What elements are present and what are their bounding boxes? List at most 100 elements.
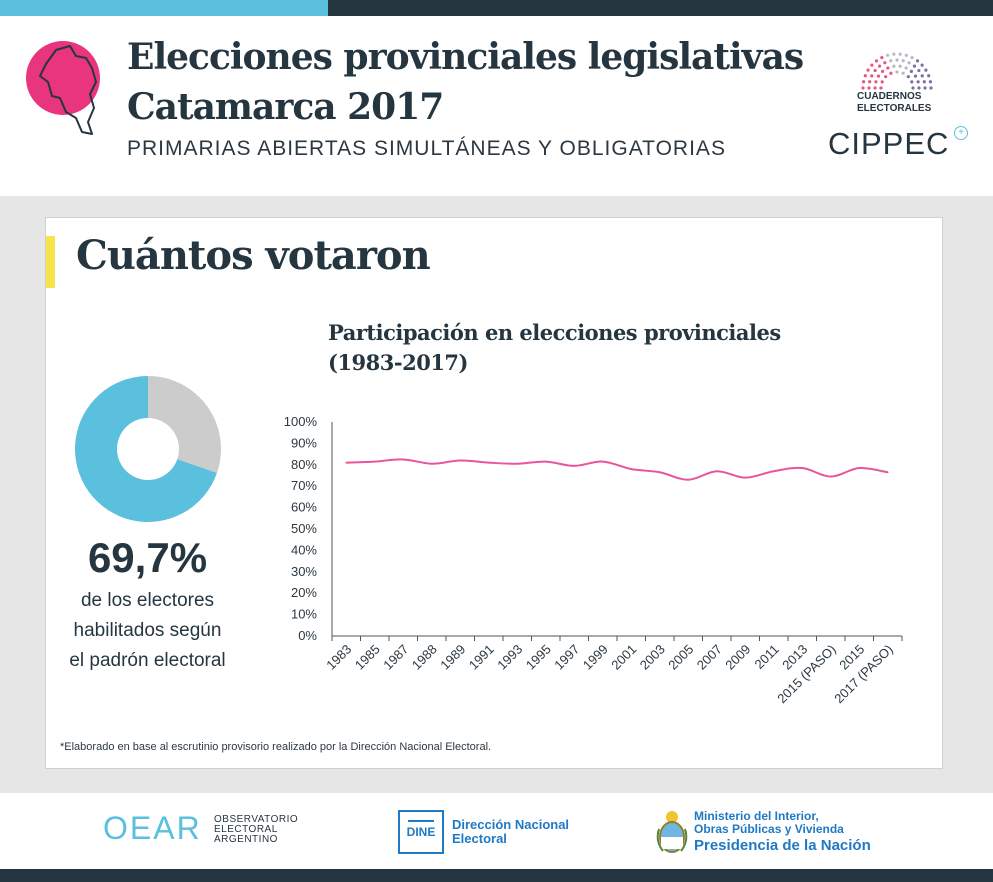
participation-donut-chart (75, 376, 222, 522)
oear-line3: ARGENTINO (214, 834, 278, 845)
dine-logo-text: DINE (406, 825, 436, 839)
data-point (772, 470, 775, 473)
dine-name: Dirección Nacional Electoral (452, 818, 569, 846)
parliament-seat (904, 53, 908, 57)
cuadernos-electorales-logo: CUADERNOS ELECTORALES (857, 91, 931, 115)
parliament-seat (916, 80, 920, 84)
donut-slice-votaron (75, 376, 217, 522)
y-tick-label: 60% (291, 500, 317, 515)
x-tick-label: 2003 (637, 642, 668, 673)
data-point (487, 461, 490, 464)
parliament-seat (886, 53, 890, 57)
page-title-line1: Elecciones provinciales legislativas (127, 36, 804, 78)
y-tick-label: 100% (284, 414, 318, 429)
data-point (459, 459, 462, 462)
parliament-seat (907, 61, 911, 65)
ministerio-text: Ministerio del Interior, Obras Públicas … (694, 810, 844, 836)
caption-line3: el padrón electoral (69, 650, 226, 671)
parliament-seat (889, 71, 893, 75)
data-point (829, 475, 832, 478)
parliament-seat (912, 64, 917, 68)
top-bar (328, 0, 993, 16)
parliament-seat (880, 80, 884, 84)
parliament-seat (929, 86, 933, 90)
oear-line2: ELECTORAL (214, 824, 278, 835)
caption-line2: habilitados según (73, 620, 222, 641)
data-point (658, 471, 661, 474)
donut-slice-no-votaron (148, 376, 222, 473)
parliament-seat (886, 66, 890, 70)
parliament-seat (910, 55, 914, 60)
parliament-seat (911, 86, 915, 90)
parliament-seat (883, 61, 887, 65)
y-tick-label: 40% (291, 542, 317, 557)
parliament-seat (901, 71, 905, 75)
top-bar-accent (0, 0, 328, 16)
parliament-seat (915, 59, 920, 63)
x-tick-label: 2001 (608, 642, 639, 673)
oear-line1: OBSERVATORIO (214, 814, 299, 825)
oear-text: OBSERVATORIO ELECTORAL ARGENTINO (214, 815, 298, 845)
parliament-seat (913, 74, 918, 78)
parliament-seat (870, 63, 874, 67)
parliament-seat (920, 74, 924, 78)
bottom-bar (0, 869, 993, 882)
data-point (886, 471, 889, 474)
parliament-seat (884, 75, 888, 79)
presidencia-text: Presidencia de la Nación (694, 837, 871, 854)
data-point (715, 470, 718, 473)
y-tick-label: 80% (291, 457, 317, 472)
parliament-seat (928, 80, 933, 84)
section-accent-bar (46, 236, 55, 288)
parliament-seat (924, 68, 928, 72)
data-point (373, 460, 376, 463)
x-tick-label: 2005 (665, 642, 696, 673)
parliament-seat (901, 59, 905, 63)
parliament-seat (867, 86, 871, 90)
x-tick-label: 2011 (751, 642, 781, 672)
chart-title-line1: Participación en elecciones provinciales (328, 320, 781, 345)
chart-title-line2: (1983-2017) (328, 350, 468, 375)
y-tick-label: 0% (298, 628, 317, 643)
parliament-seat (863, 74, 867, 78)
y-tick-label: 10% (291, 607, 317, 622)
y-tick-label: 70% (291, 478, 317, 493)
x-tick-label: 1987 (380, 642, 411, 673)
parliament-seat (906, 75, 910, 79)
parliament-seat (892, 52, 896, 56)
data-point (402, 458, 405, 461)
y-tick-label: 30% (291, 564, 317, 579)
parliament-seat (895, 70, 899, 74)
coat-of-arms-icon (656, 811, 688, 853)
x-tick-label: 1995 (523, 642, 554, 673)
parliament-seat (927, 74, 931, 78)
parliament-seat (923, 86, 927, 90)
parliament-seat (895, 58, 899, 62)
participation-caption: de los electores habilitados según el pa… (45, 586, 250, 676)
data-point (345, 461, 348, 464)
ministerio-line2: Obras Públicas y Vivienda (694, 822, 844, 836)
parliament-seat (861, 80, 866, 84)
parliament-seat (889, 59, 893, 63)
data-point (858, 467, 861, 469)
parliament-seat (910, 80, 914, 84)
data-point (516, 462, 519, 465)
dine-line1: Dirección Nacional (452, 817, 570, 832)
data-point (744, 476, 747, 479)
y-tick-label: 50% (291, 521, 317, 536)
parliament-icon (861, 52, 933, 90)
participation-percentage: 69,7% (87, 534, 208, 581)
parliament-seat (922, 80, 926, 84)
parliament-seat (909, 69, 914, 73)
parliament-seat (861, 86, 865, 90)
page-title-line2: Catamarca 2017 (127, 86, 444, 128)
parliament-seat (873, 86, 877, 90)
parliament-seat (870, 74, 874, 78)
cuadernos-line1: CUADERNOS (857, 91, 922, 102)
parliament-seat (880, 69, 885, 73)
y-tick-label: 20% (291, 585, 317, 600)
parliament-seat (892, 64, 896, 68)
series-line-participacion (346, 458, 888, 481)
parliament-seat (898, 64, 902, 68)
data-point (430, 462, 433, 465)
